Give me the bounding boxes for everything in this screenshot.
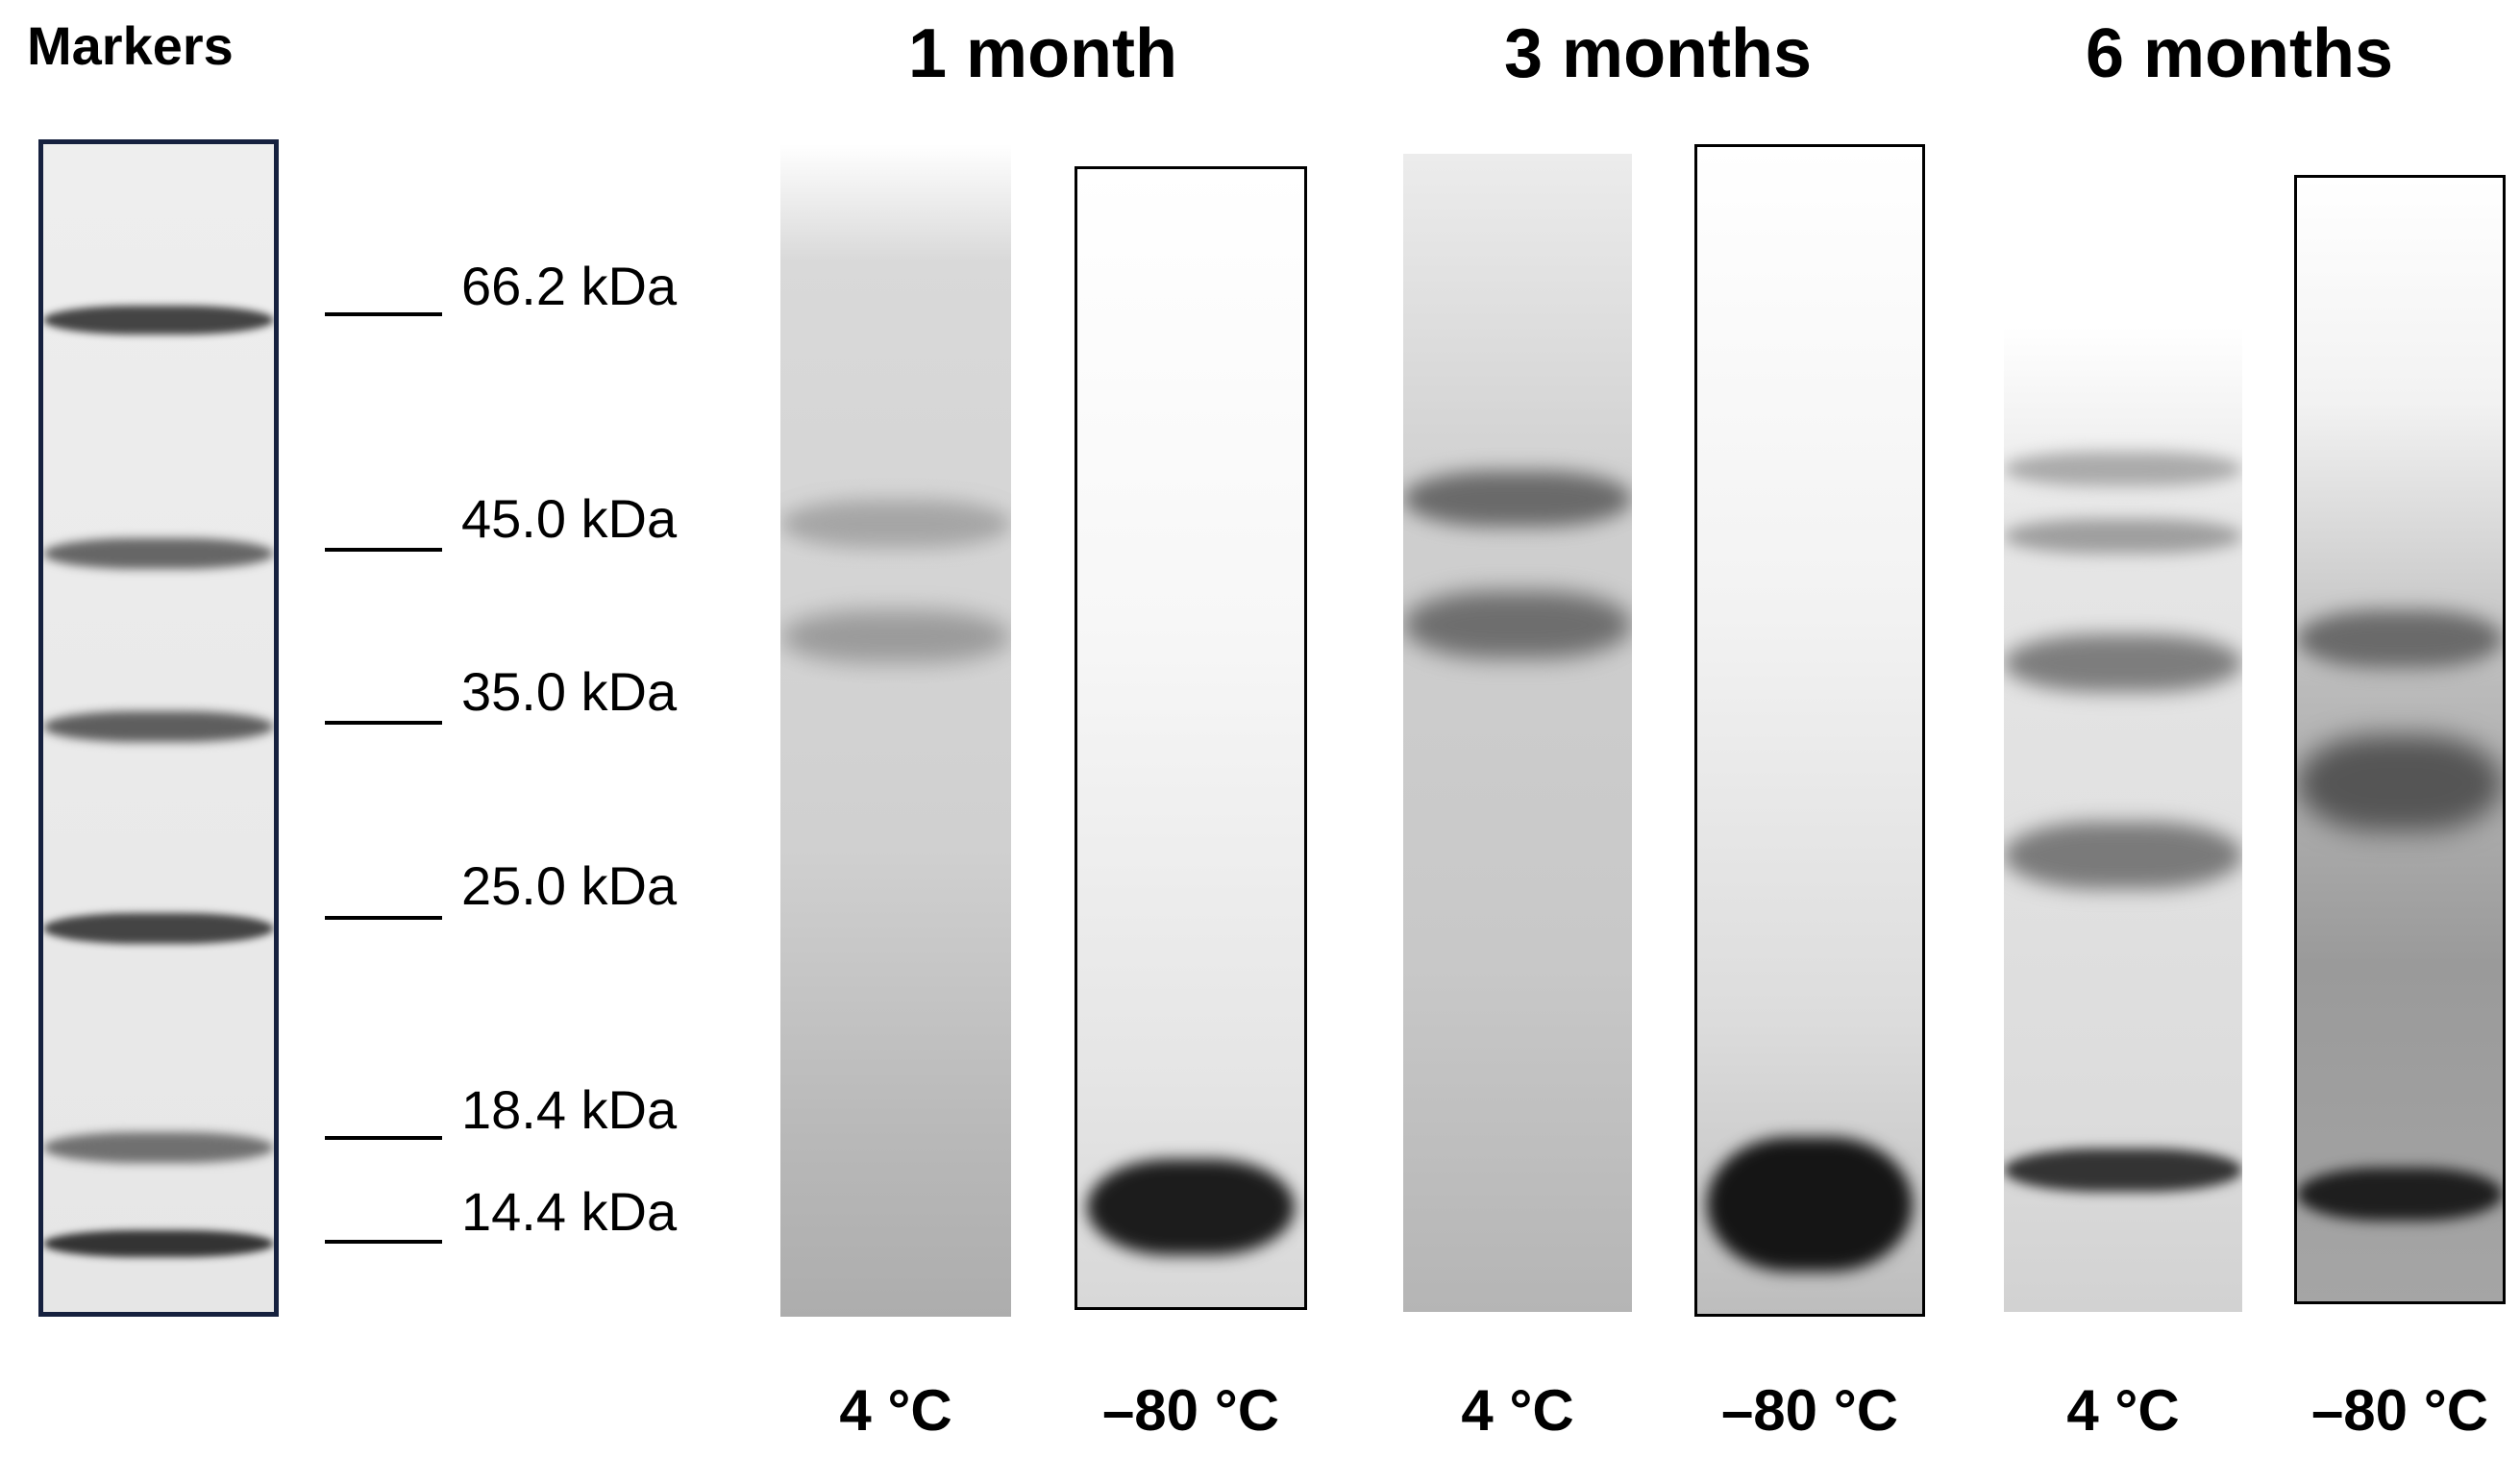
timepoint-title-1-month: 1 month	[908, 15, 1177, 92]
ladder-tick-18	[325, 1136, 442, 1140]
lane-label-6m-4c: 4 °C	[2066, 1378, 2180, 1443]
gel-band	[1403, 591, 1632, 658]
gel-band	[2004, 452, 2242, 486]
lane-label-1m-minus80c: –80 °C	[1101, 1378, 1280, 1443]
marker-band-18	[43, 1132, 274, 1163]
gel-band	[2004, 1149, 2242, 1192]
ladder-tick-45	[325, 548, 442, 552]
ladder-label-45: 45.0 kDa	[461, 488, 678, 549]
marker-lane	[38, 139, 279, 1317]
ladder-label-18: 18.4 kDa	[461, 1079, 678, 1140]
gel-band	[2297, 1168, 2503, 1221]
ladder-tick-66	[325, 312, 442, 316]
gel-band	[1707, 1137, 1913, 1272]
ladder-label-35: 35.0 kDa	[461, 661, 678, 722]
gel-band	[780, 500, 1011, 548]
ladder-tick-14	[325, 1240, 442, 1244]
gel-lane-3m-minus80c	[1694, 144, 1925, 1317]
gel-band	[1403, 471, 1632, 527]
gel-band	[780, 610, 1011, 663]
ladder-label-14: 14.4 kDa	[461, 1181, 678, 1242]
marker-band-25	[43, 913, 274, 944]
gel-lane-3m-4c	[1403, 154, 1632, 1312]
gel-band	[2297, 735, 2503, 831]
marker-band-45	[43, 538, 274, 569]
timepoint-title-6-months: 6 months	[2086, 15, 2394, 92]
lane-label-3m-4c: 4 °C	[1461, 1378, 1574, 1443]
marker-band-14	[43, 1230, 274, 1257]
ladder-tick-25	[325, 916, 442, 920]
gel-band	[2297, 610, 2503, 668]
lane-label-1m-4c: 4 °C	[839, 1378, 952, 1443]
marker-band-66	[43, 306, 274, 334]
ladder-tick-35	[325, 721, 442, 725]
gel-lane-1m-4c	[780, 144, 1011, 1317]
marker-band-35	[43, 711, 274, 742]
gel-band	[2004, 634, 2242, 692]
gel-lane-6m-4c	[2004, 327, 2242, 1312]
lane-label-3m-minus80c: –80 °C	[1720, 1378, 1899, 1443]
gel-band	[2004, 519, 2242, 554]
gel-lane-6m-minus80c	[2294, 175, 2506, 1304]
ladder-label-66: 66.2 kDa	[461, 256, 678, 316]
gel-band	[2004, 822, 2242, 889]
timepoint-title-3-months: 3 months	[1504, 15, 1813, 92]
markers-title: Markers	[27, 15, 234, 76]
ladder-label-25: 25.0 kDa	[461, 855, 678, 916]
lane-label-6m-minus80c: –80 °C	[2310, 1378, 2489, 1443]
gel-band	[1087, 1159, 1295, 1255]
gel-lane-1m-minus80c	[1075, 166, 1307, 1310]
